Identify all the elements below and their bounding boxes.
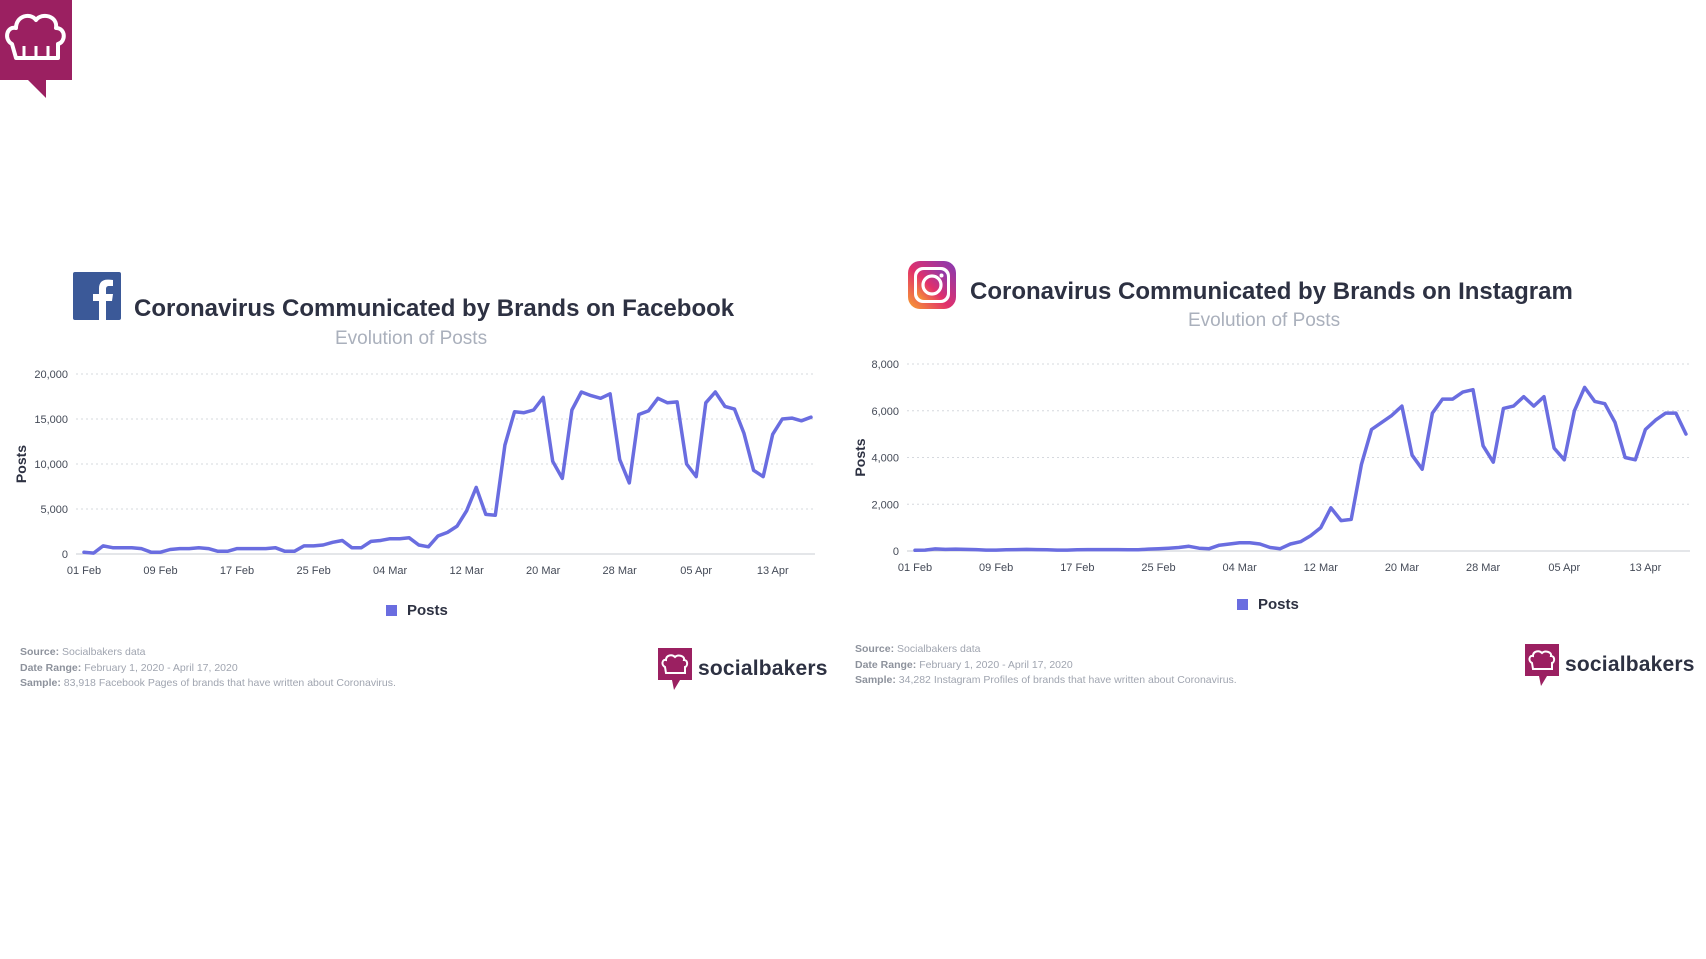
- series-line-posts: [82, 390, 813, 555]
- y-tick-label: 15,000: [34, 414, 68, 426]
- chart-subtitle: Evolution of Posts: [335, 328, 488, 349]
- x-tick-label: 20 Mar: [526, 565, 561, 577]
- socialbakers-wordmark: socialbakers: [698, 657, 828, 680]
- socialbakers-logo: socialbakers: [1525, 644, 1695, 686]
- x-tick-label: 28 Mar: [1466, 562, 1501, 574]
- y-tick-label: 2,000: [871, 499, 899, 511]
- x-tick-label: 04 Mar: [373, 565, 408, 577]
- facebook-icon: [73, 272, 121, 320]
- legend-label-posts: Posts: [407, 602, 448, 619]
- chart-footnote: Source: Socialbakers data Date Range: Fe…: [20, 645, 396, 692]
- y-tick-label: 6,000: [871, 406, 899, 418]
- chart-title: Coronavirus Communicated by Brands on Fa…: [134, 295, 735, 322]
- x-tick-label: 05 Apr: [1548, 562, 1580, 574]
- chart-footnote: Source: Socialbakers data Date Range: Fe…: [855, 642, 1237, 689]
- socialbakers-logo: socialbakers: [658, 648, 828, 690]
- series-line-posts: [913, 385, 1688, 553]
- y-tick-label: 8,000: [871, 359, 899, 371]
- x-tick-label: 09 Feb: [979, 562, 1013, 574]
- chef-hat-speech-bubble-icon: [0, 0, 72, 98]
- instagram-icon: [908, 261, 956, 309]
- y-tick-label: 0: [62, 549, 68, 561]
- chart-legend: Posts: [1237, 596, 1299, 613]
- legend-swatch: [386, 605, 397, 616]
- socialbakers-wordmark: socialbakers: [1565, 653, 1695, 676]
- x-tick-label: 13 Apr: [757, 565, 789, 577]
- facebook-posts-line-chart: 0 5,000 10,000 15,000 20,000 01 Feb 09 Feb 17 F…: [13, 369, 815, 577]
- facebook-chart-panel: Coronavirus Communicated by Brands on Fa…: [0, 262, 830, 702]
- x-tick-label: 25 Feb: [1141, 562, 1175, 574]
- footnote-date-range: Date Range: February 1, 2020 - April 17,…: [855, 658, 1073, 671]
- chart-title: Coronavirus Communicated by Brands on In…: [970, 278, 1573, 305]
- x-tick-label: 12 Mar: [450, 565, 485, 577]
- legend-label-posts: Posts: [1258, 596, 1299, 613]
- x-tick-label: 25 Feb: [296, 565, 330, 577]
- footnote-date-range: Date Range: February 1, 2020 - April 17,…: [20, 661, 238, 674]
- x-tick-label: 01 Feb: [67, 565, 101, 577]
- y-tick-label: 4,000: [871, 453, 899, 465]
- instagram-posts-line-chart: 0 2,000 4,000 6,000 8,000 01 Feb 09 Feb 17 Feb 2…: [852, 359, 1690, 574]
- x-tick-label: 17 Feb: [220, 565, 254, 577]
- x-tick-label: 04 Mar: [1223, 562, 1258, 574]
- y-tick-label: 0: [893, 546, 899, 558]
- x-tick-label: 12 Mar: [1304, 562, 1339, 574]
- socialbakers-logo-icon: [658, 648, 692, 690]
- footnote-sample: Sample: 83,918 Facebook Pages of brands …: [20, 677, 396, 689]
- y-tick-label: 10,000: [34, 459, 68, 471]
- x-tick-label: 20 Mar: [1385, 562, 1420, 574]
- footnote-source: Source: Socialbakers data: [855, 643, 981, 655]
- footnote-source: Source: Socialbakers data: [20, 646, 146, 658]
- x-tick-label: 17 Feb: [1060, 562, 1094, 574]
- y-axis-label: Posts: [13, 445, 29, 483]
- x-tick-label: 01 Feb: [898, 562, 932, 574]
- chart-subtitle: Evolution of Posts: [1188, 310, 1341, 331]
- socialbakers-logo-icon: [1525, 644, 1559, 686]
- y-tick-label: 5,000: [40, 504, 68, 516]
- x-tick-label: 05 Apr: [680, 565, 712, 577]
- x-tick-label: 28 Mar: [603, 565, 638, 577]
- y-axis-label: Posts: [852, 438, 868, 476]
- footnote-sample: Sample: 34,282 Instagram Profiles of bra…: [855, 674, 1237, 686]
- x-tick-label: 13 Apr: [1630, 562, 1662, 574]
- legend-swatch: [1237, 599, 1248, 610]
- chart-legend: Posts: [386, 602, 448, 619]
- corner-logo: [0, 0, 72, 98]
- y-tick-label: 20,000: [34, 369, 68, 381]
- x-tick-label: 09 Feb: [143, 565, 177, 577]
- instagram-chart-panel: Coronavirus Communicated by Brands on In…: [845, 258, 1706, 698]
